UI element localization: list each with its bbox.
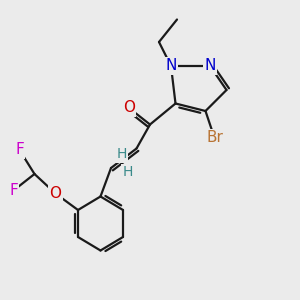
Text: O: O [50, 186, 61, 201]
Text: H: H [122, 166, 133, 179]
Text: F: F [15, 142, 24, 158]
Text: N: N [204, 58, 216, 74]
Text: O: O [123, 100, 135, 116]
Text: F: F [9, 183, 18, 198]
Text: H: H [116, 148, 127, 161]
Text: N: N [165, 58, 177, 74]
Text: Br: Br [206, 130, 223, 146]
